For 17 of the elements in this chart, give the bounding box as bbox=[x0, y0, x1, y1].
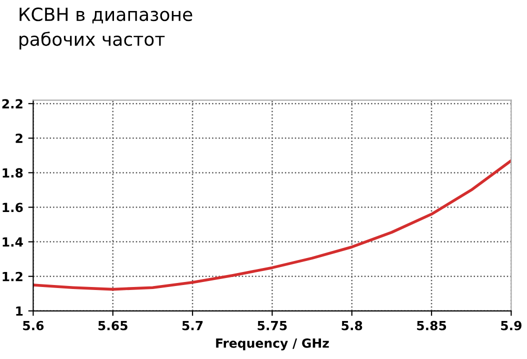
y-tick-label: 2 bbox=[16, 134, 22, 143]
y-tick-label: 1.2 bbox=[2, 272, 22, 282]
x-tick-label: 5.85 bbox=[417, 320, 446, 330]
y-tick-label: 1 bbox=[16, 306, 23, 316]
x-tick-label: 5.75 bbox=[258, 321, 287, 330]
y-tick-label: 2.2 bbox=[2, 99, 22, 108]
x-tick-label: 5.65 bbox=[98, 320, 128, 330]
x-tick-label: 5.9 bbox=[501, 320, 522, 330]
x-tick-label: 5.6 bbox=[23, 320, 44, 330]
y-tick-label: 1.8 bbox=[2, 168, 23, 178]
chart-title: КСВН в диапазоне рабочих частот bbox=[20, 8, 192, 50]
x-tick-label: 5.7 bbox=[182, 321, 203, 330]
line-series bbox=[33, 159, 512, 291]
y-tick-label: 1.6 bbox=[2, 202, 23, 212]
y-tick-label: 1.4 bbox=[2, 237, 23, 247]
x-axis-title: Frequency / GHz bbox=[216, 338, 329, 350]
x-tick-label: 5.8 bbox=[342, 320, 362, 330]
